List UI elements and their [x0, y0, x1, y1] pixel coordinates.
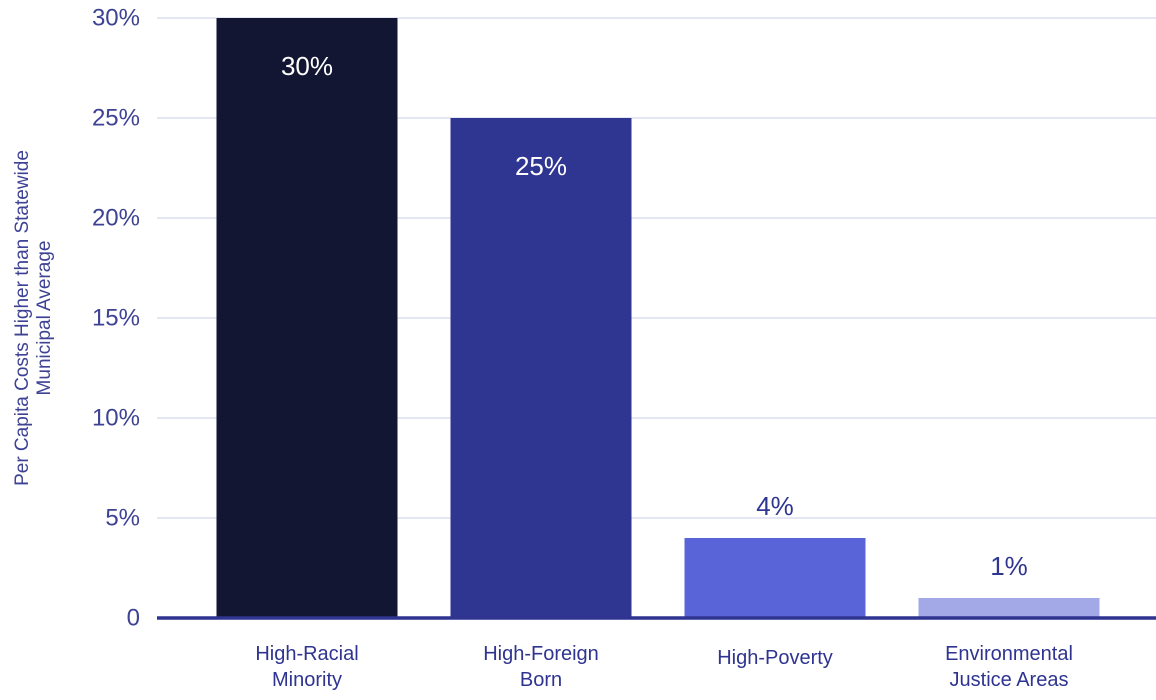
y-axis-label: Per Capita Costs Higher than StatewideMu…	[12, 150, 55, 486]
y-axis-ticks: 0 5% 10% 15% 20% 25% 30%	[92, 5, 140, 632]
x-category-line: High-Poverty	[717, 647, 833, 669]
x-category-line: Environmental	[945, 643, 1073, 665]
y-axis-title-line: Municipal Average	[34, 241, 55, 396]
bar	[684, 538, 866, 618]
data-label: 1%	[990, 551, 1028, 581]
y-tick-label: 0	[127, 605, 140, 632]
data-label: 4%	[756, 491, 794, 521]
bar	[450, 118, 632, 618]
bar	[216, 18, 398, 618]
data-label: 25%	[515, 151, 567, 181]
x-category-line: High-Foreign	[483, 643, 599, 665]
y-tick-label: 20%	[92, 205, 140, 232]
y-axis-title: Per Capita Costs Higher than StatewideMu…	[12, 150, 55, 486]
data-labels: 30% 25% 4% 1%	[281, 51, 1028, 581]
y-tick-label: 5%	[105, 505, 140, 532]
x-category-label: Environmental Justice Areas	[945, 643, 1073, 691]
y-tick-label: 15%	[92, 305, 140, 332]
x-category-line: Justice Areas	[950, 669, 1069, 691]
x-category-line: Born	[520, 669, 562, 691]
x-category-line: Minority	[272, 669, 342, 691]
data-label: 30%	[281, 51, 333, 81]
y-tick-label: 10%	[92, 405, 140, 432]
x-category-line: High-Racial	[255, 643, 358, 665]
y-tick-label: 30%	[92, 5, 140, 32]
x-category-label: High-Foreign Born	[483, 643, 599, 691]
x-category-label: High-Poverty	[717, 647, 833, 669]
x-category-label: High-Racial Minority	[255, 643, 358, 691]
bars	[216, 18, 1100, 618]
y-tick-label: 25%	[92, 105, 140, 132]
bar	[918, 598, 1100, 618]
y-axis-title-line: Per Capita Costs Higher than Statewide	[12, 150, 33, 486]
